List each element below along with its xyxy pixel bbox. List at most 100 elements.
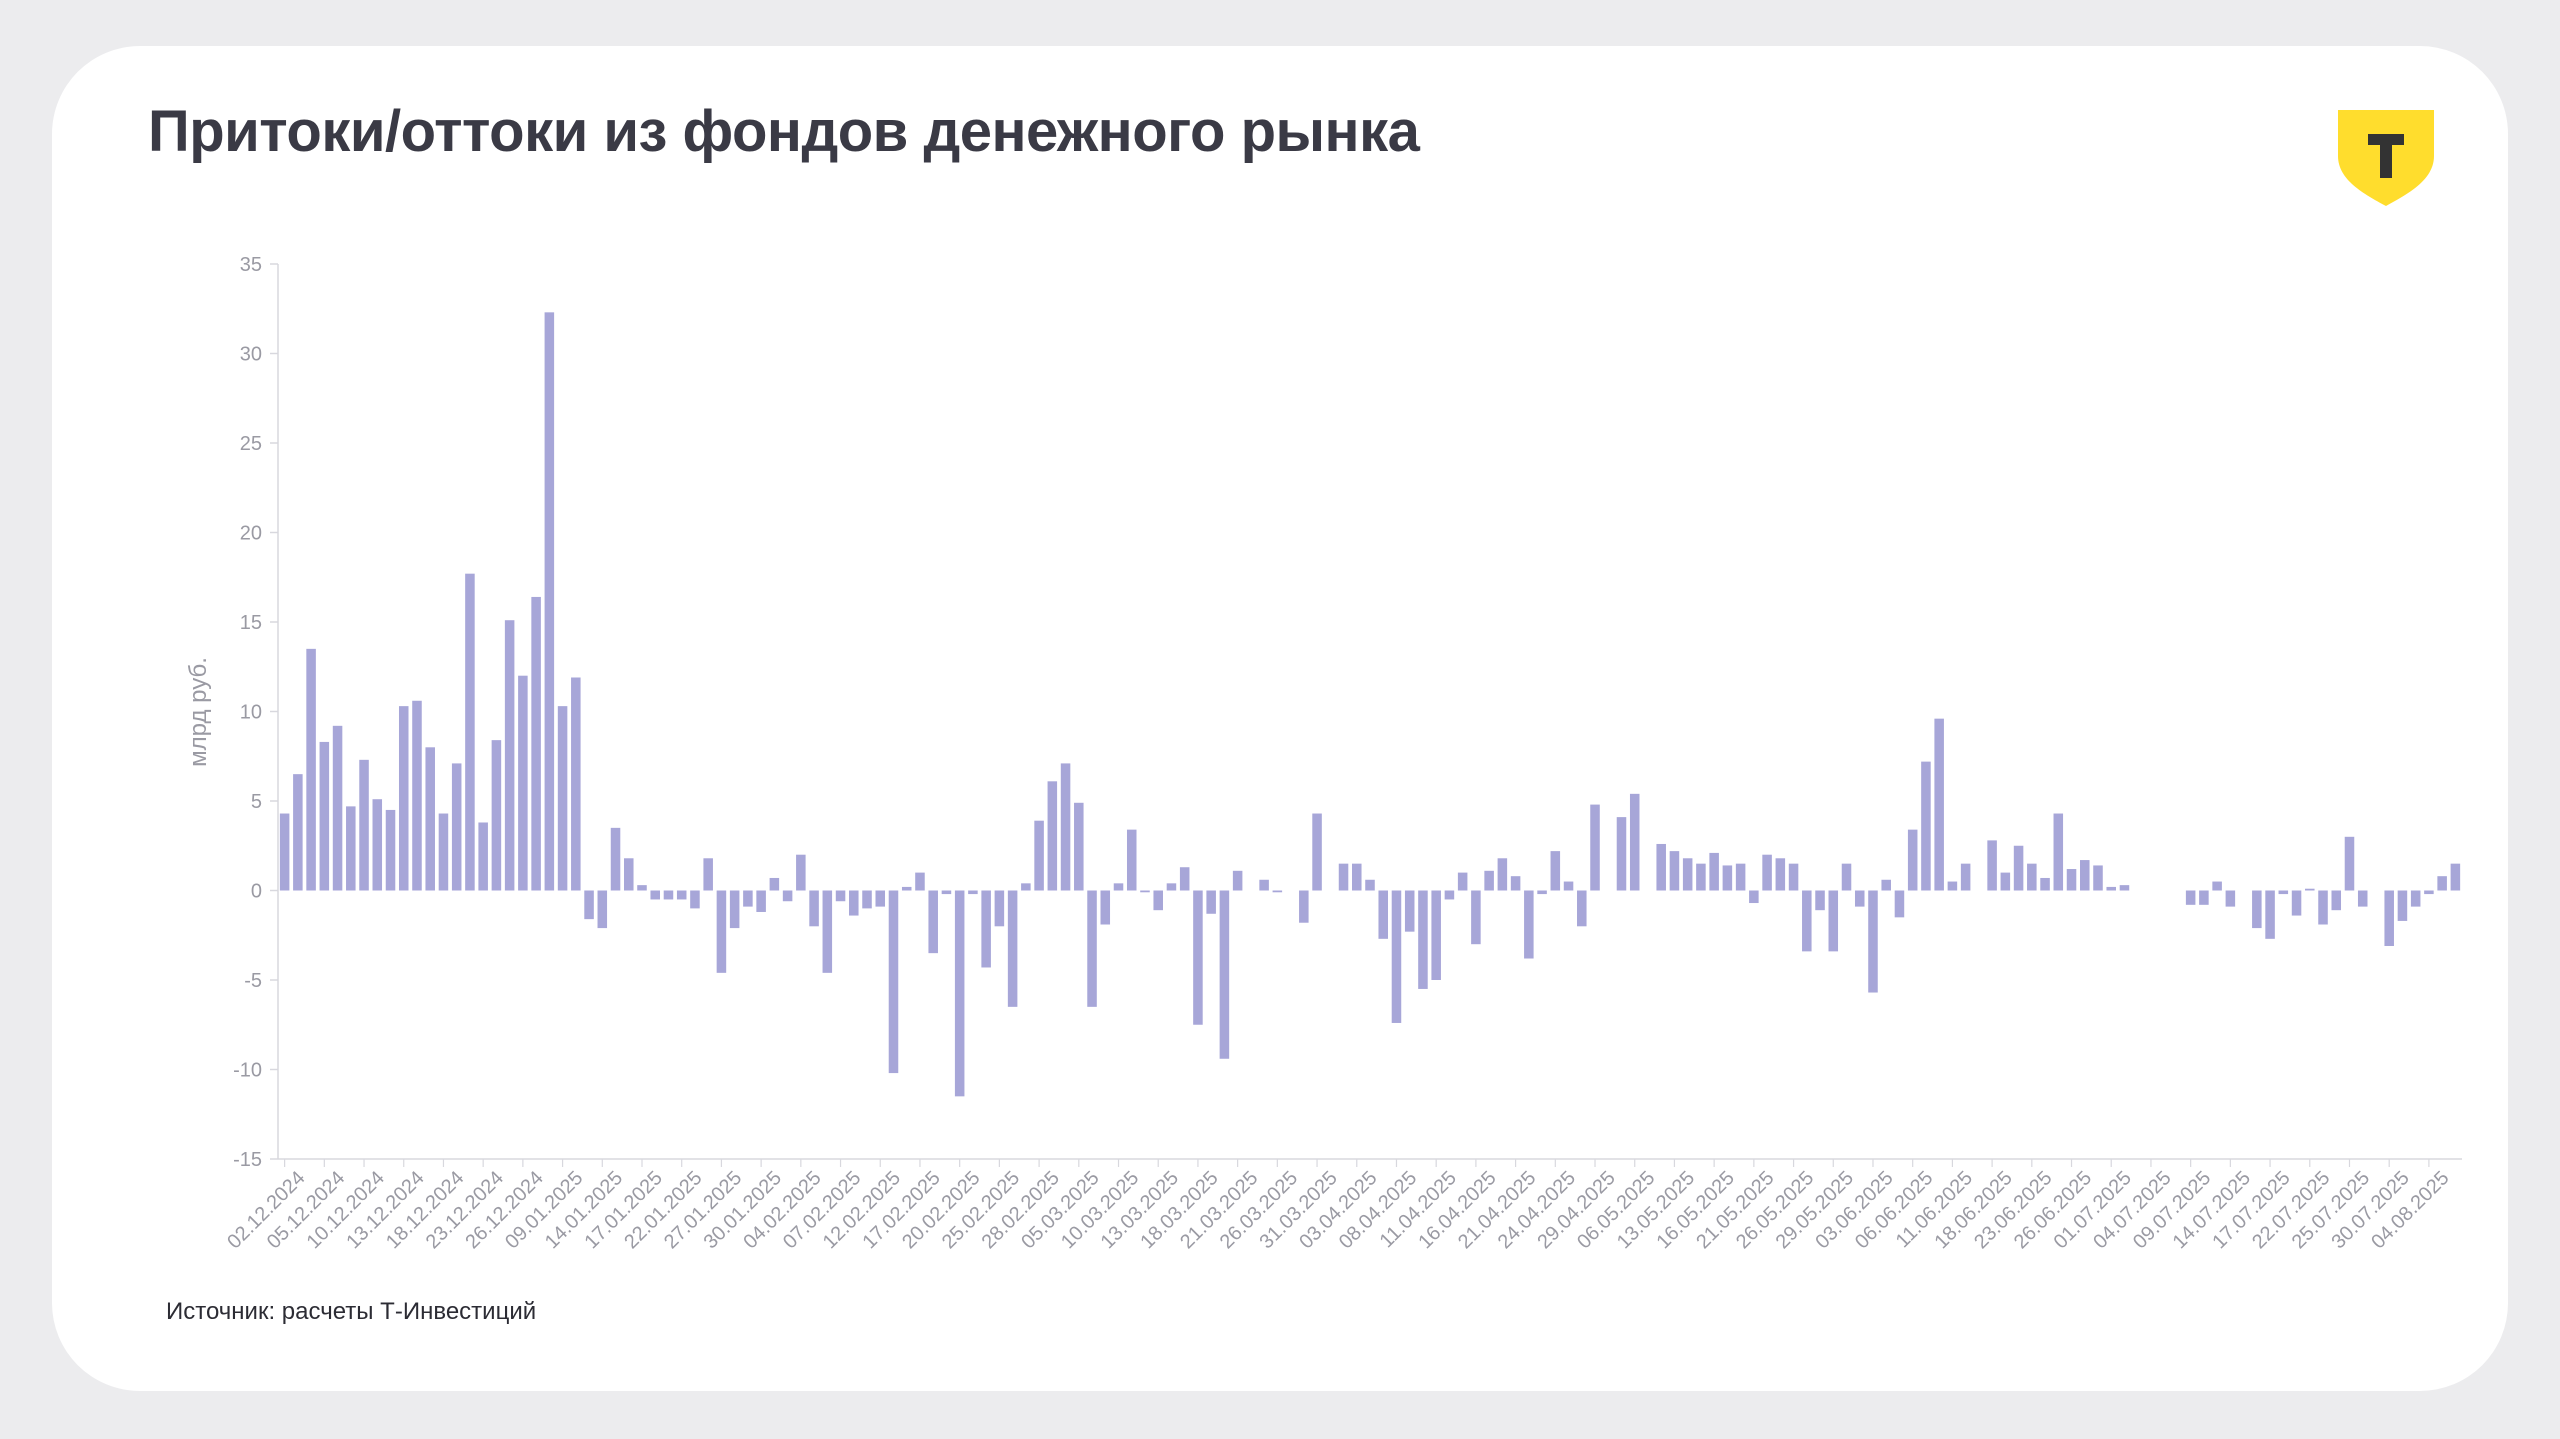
bar bbox=[1749, 890, 1759, 904]
bar bbox=[584, 890, 594, 920]
bar bbox=[2384, 890, 2394, 946]
bar bbox=[359, 759, 369, 891]
bar bbox=[1881, 879, 1891, 891]
t-logo-letter bbox=[2368, 134, 2404, 178]
bar bbox=[1934, 718, 1944, 891]
bar bbox=[1656, 843, 1666, 891]
bar bbox=[1087, 890, 1097, 1007]
bar bbox=[544, 312, 555, 891]
bar bbox=[1232, 870, 1243, 891]
bar bbox=[2079, 860, 2090, 891]
bar bbox=[1802, 890, 1812, 952]
chart-card bbox=[52, 46, 2508, 1391]
bar bbox=[2053, 813, 2064, 891]
bar bbox=[451, 763, 462, 891]
bar bbox=[901, 886, 912, 891]
bar bbox=[2318, 890, 2328, 925]
bar bbox=[1815, 890, 1825, 911]
bar bbox=[2027, 863, 2037, 891]
bar bbox=[1616, 817, 1627, 891]
bar bbox=[2185, 890, 2196, 905]
bar bbox=[412, 700, 422, 891]
bar bbox=[1179, 867, 1190, 891]
y-tick-label: 20 bbox=[240, 523, 262, 545]
bar bbox=[1828, 890, 1839, 952]
bar bbox=[1074, 802, 1084, 891]
bar bbox=[663, 890, 674, 900]
bar bbox=[1497, 858, 1508, 891]
bar bbox=[1100, 890, 1111, 925]
bar bbox=[531, 596, 541, 891]
bar bbox=[703, 858, 713, 891]
bar bbox=[557, 706, 568, 891]
bar bbox=[1431, 890, 1441, 980]
bar bbox=[1140, 890, 1150, 893]
bar bbox=[1113, 883, 1124, 891]
bar bbox=[1524, 890, 1534, 959]
y-tick-label: 15 bbox=[240, 612, 262, 634]
bar bbox=[1775, 858, 1786, 891]
bar bbox=[2291, 890, 2302, 916]
bar bbox=[1987, 840, 1997, 891]
bars bbox=[279, 312, 2461, 1097]
bar bbox=[1735, 863, 1746, 891]
bar bbox=[809, 890, 819, 927]
bar bbox=[743, 890, 753, 907]
bar bbox=[1391, 890, 1402, 1023]
bar bbox=[862, 890, 872, 909]
bar bbox=[2437, 876, 2447, 891]
bar bbox=[2000, 872, 2011, 891]
bar bbox=[2278, 890, 2289, 895]
bar bbox=[1034, 820, 1044, 891]
bar bbox=[571, 677, 581, 891]
bar bbox=[1206, 890, 1216, 914]
bar bbox=[1021, 883, 1031, 891]
bar bbox=[2424, 890, 2434, 895]
bar bbox=[491, 740, 502, 891]
y-tick-label: 30 bbox=[240, 344, 262, 366]
bar bbox=[941, 890, 952, 895]
bar bbox=[1484, 870, 1494, 891]
bar bbox=[2410, 890, 2421, 907]
bar bbox=[1669, 851, 1680, 891]
chart-title: Притоки/оттоки из фондов денежного рынка bbox=[148, 99, 1420, 164]
y-tick-label: 5 bbox=[251, 791, 262, 813]
bar bbox=[2066, 869, 2077, 891]
bar bbox=[2265, 890, 2275, 939]
y-tick-label: -10 bbox=[233, 1060, 262, 1082]
bar bbox=[2199, 890, 2209, 905]
bar bbox=[438, 813, 449, 891]
bar bbox=[2106, 886, 2117, 891]
bar bbox=[1166, 883, 1177, 891]
bar bbox=[1563, 881, 1574, 891]
bar bbox=[796, 854, 806, 891]
bar bbox=[2331, 890, 2342, 911]
bar bbox=[1590, 804, 1600, 891]
bar bbox=[1471, 890, 1481, 945]
bar bbox=[1351, 863, 1362, 891]
bar bbox=[1312, 813, 1322, 891]
bar bbox=[650, 890, 661, 900]
bar bbox=[1126, 829, 1137, 891]
bar bbox=[279, 813, 290, 891]
bar bbox=[2225, 890, 2236, 907]
bar bbox=[888, 890, 899, 1074]
bar bbox=[1788, 863, 1799, 891]
bar bbox=[994, 890, 1005, 927]
bar bbox=[1365, 879, 1375, 891]
y-tick-label: -15 bbox=[233, 1149, 262, 1171]
bar bbox=[2397, 890, 2408, 921]
bar bbox=[915, 872, 925, 891]
bar bbox=[1960, 863, 1971, 891]
bar bbox=[1682, 858, 1693, 891]
bar bbox=[2357, 890, 2368, 907]
bar bbox=[1537, 890, 1547, 895]
bar bbox=[690, 890, 700, 909]
bar bbox=[1907, 829, 1918, 891]
y-tick-label: 25 bbox=[240, 433, 262, 455]
bar bbox=[2013, 845, 2024, 891]
bar bbox=[1841, 863, 1852, 891]
bar bbox=[1404, 890, 1415, 932]
bar bbox=[504, 620, 515, 891]
